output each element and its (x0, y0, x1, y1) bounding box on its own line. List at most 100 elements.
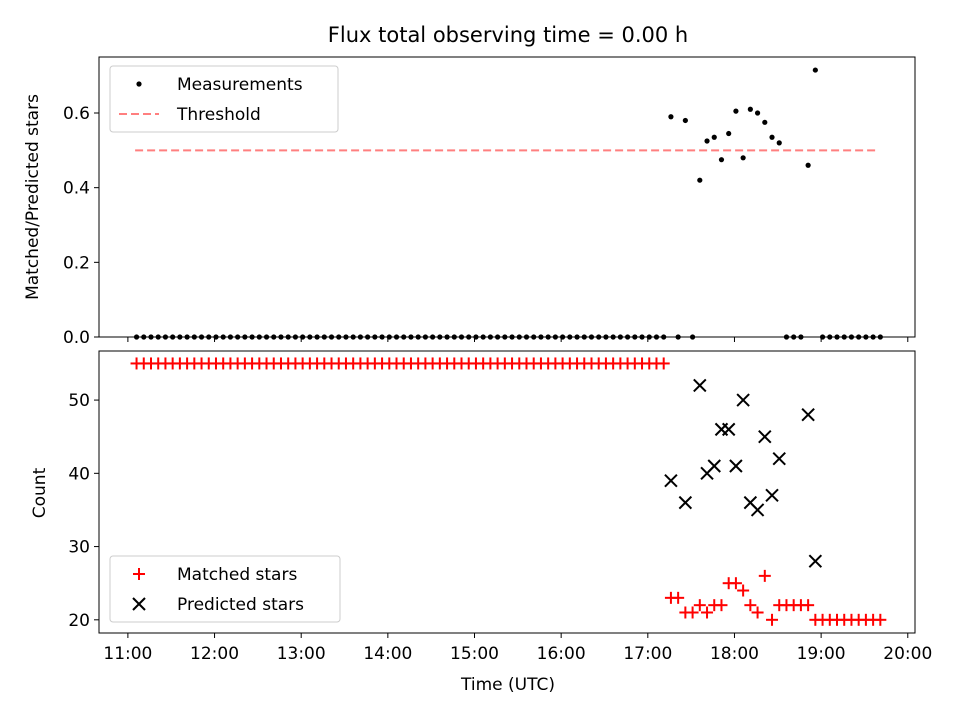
measurements-point (596, 334, 602, 340)
bottom-y-tick-label: 30 (68, 538, 90, 558)
measurements-point (249, 334, 255, 340)
predicted-stars-series (664, 378, 823, 568)
predicted-stars-point (736, 393, 750, 407)
measurements-point (480, 334, 486, 340)
measurements-point (617, 334, 623, 340)
x-tick-label: 11:00 (103, 644, 152, 664)
measurements-point (343, 334, 349, 340)
measurements-point (509, 334, 515, 340)
measurements-point (863, 334, 869, 340)
measurements-point (603, 334, 609, 340)
bottom-y-tick-label: 40 (68, 464, 90, 484)
x-tick-label: 16:00 (537, 644, 586, 664)
measurements-point (487, 334, 493, 340)
measurements-point (848, 334, 855, 340)
top-y-tick-label: 0.6 (63, 104, 90, 124)
measurements-point (365, 334, 371, 340)
legend-matched-stars-marker (133, 568, 145, 580)
top-y-tick-label: 0.2 (63, 253, 90, 273)
measurements-point (870, 334, 876, 340)
measurements-point (321, 334, 327, 340)
measurements-point (285, 334, 291, 340)
bottom-x-axis-label: Time (UTC) (460, 675, 555, 695)
bottom-axes-frame (98, 350, 916, 634)
measurements-series (133, 67, 883, 340)
matched-stars-point (737, 584, 750, 597)
measurements-point (408, 334, 414, 340)
measurements-point (877, 334, 883, 340)
predicted-stars-point (707, 459, 721, 473)
legend-threshold-label: Threshold (176, 105, 261, 125)
measurements-point (711, 134, 717, 140)
measurements-point (292, 334, 299, 340)
measurements-point (841, 334, 847, 340)
measurements-point (718, 157, 725, 163)
measurements-point (372, 334, 378, 340)
measurements-point (133, 334, 140, 340)
measurements-point (437, 334, 443, 340)
predicted-stars-point (664, 473, 678, 488)
chart-title: Flux total observing time = 0.00 h (328, 23, 688, 47)
measurements-point (516, 334, 522, 340)
measurements-point (827, 334, 833, 340)
measurements-point (415, 334, 421, 340)
measurements-point (328, 334, 335, 340)
matched-stars-point (686, 606, 699, 619)
measurements-point (141, 334, 147, 340)
x-tick-label: 12:00 (190, 644, 239, 664)
measurements-point (350, 334, 356, 340)
measurements-point (213, 334, 219, 340)
measurements-point (220, 334, 226, 340)
measurements-point (805, 162, 811, 168)
measurements-point (675, 334, 681, 340)
measurements-point (624, 334, 631, 340)
bottom-y-tick-label: 20 (68, 611, 90, 631)
measurements-point (198, 334, 205, 340)
measurements-point (379, 334, 385, 340)
top-legend-box (109, 65, 339, 133)
measurements-point (567, 334, 573, 340)
predicted-stars-point (729, 459, 743, 473)
matched-stars-point (693, 599, 706, 612)
predicted-stars-point (721, 422, 736, 437)
measurements-point (726, 130, 732, 137)
measurements-point (242, 334, 248, 340)
measurements-point (762, 119, 768, 125)
measurements-point (697, 177, 703, 183)
legend-measurements-marker (136, 81, 142, 87)
measurements-point (206, 334, 212, 340)
predicted-stars-point (772, 451, 786, 466)
measurements-point (610, 334, 616, 340)
top-legend: Measurements Threshold (109, 65, 339, 133)
matched-stars-point (701, 606, 714, 619)
measurements-point (155, 334, 161, 340)
x-tick-label: 19:00 (797, 644, 846, 664)
legend-matched-stars-label: Matched stars (177, 565, 297, 585)
x-tick-label: 15:00 (450, 644, 499, 664)
measurements-point (581, 334, 587, 340)
legend-predicted-stars-label: Predicted stars (177, 595, 304, 615)
measurements-point (148, 334, 154, 340)
measurements-point (668, 114, 674, 120)
measurements-point (177, 334, 183, 340)
measurements-point (184, 334, 190, 340)
measurements-point (819, 334, 826, 340)
measurements-point (170, 334, 176, 340)
bottom-legend-box (109, 555, 341, 623)
matched-stars-point (744, 599, 757, 612)
measurements-point (278, 334, 284, 340)
matched-stars-point (672, 591, 685, 604)
measurements-point (754, 110, 761, 116)
measurements-point (336, 334, 342, 340)
measurements-point (632, 334, 638, 340)
bottom-y-axis-label: Count (30, 467, 50, 518)
measurements-point (588, 334, 595, 340)
measurements-point (704, 138, 710, 144)
x-tick-label: 17:00 (623, 644, 672, 664)
measurements-point (386, 334, 392, 340)
top-y-tick-label: 0.0 (63, 328, 90, 348)
measurements-point (401, 334, 407, 340)
top-axes: 0.0 0.2 0.4 0.6 (63, 56, 916, 348)
x-tick-label: 20:00 (883, 644, 932, 664)
measurements-point (856, 334, 862, 340)
